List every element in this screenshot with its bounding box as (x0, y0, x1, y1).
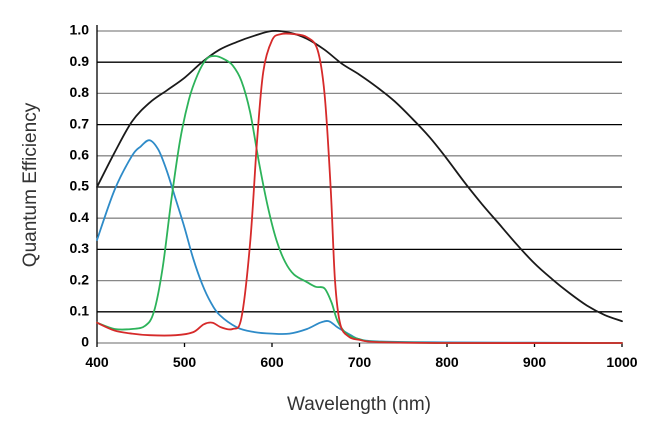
x-axis-ticks: 400 500 600 700 800 900 1000 (85, 354, 637, 370)
x-tick-label: 600 (260, 354, 284, 370)
series-line-mono (96, 29, 623, 323)
x-tick-label: 900 (523, 354, 547, 370)
x-tick-label: 500 (173, 354, 197, 370)
y-tick-label: 0.5 (70, 178, 90, 194)
y-tick-label: 0.1 (70, 303, 90, 319)
y-tick-label: 0.8 (70, 84, 90, 100)
y-tick-label: 0.9 (70, 53, 90, 69)
y-tick-label: 0.2 (70, 271, 90, 287)
x-tick-label: 800 (435, 354, 459, 370)
x-axis-label: Wavelength (nm) (287, 394, 431, 415)
x-tick-label: 1000 (606, 354, 637, 370)
series-lines (96, 29, 623, 344)
y-axis-ticks: 0 0.1 0.2 0.3 0.4 0.5 0.6 0.7 0.8 0.9 1.0 (70, 22, 90, 350)
x-tick-label: 400 (85, 354, 109, 370)
gridlines (96, 25, 623, 347)
y-tick-label: 0.4 (70, 209, 90, 225)
y-tick-label: 0.6 (70, 147, 90, 163)
y-axis-label: Quantum Efficiency (20, 102, 41, 267)
y-tick-label: 1.0 (70, 22, 90, 38)
series-line-red (96, 32, 623, 344)
y-tick-label: 0 (81, 334, 89, 350)
y-tick-label: 0.7 (70, 115, 90, 131)
x-tick-label: 700 (348, 354, 372, 370)
y-tick-label: 0.3 (70, 240, 90, 256)
